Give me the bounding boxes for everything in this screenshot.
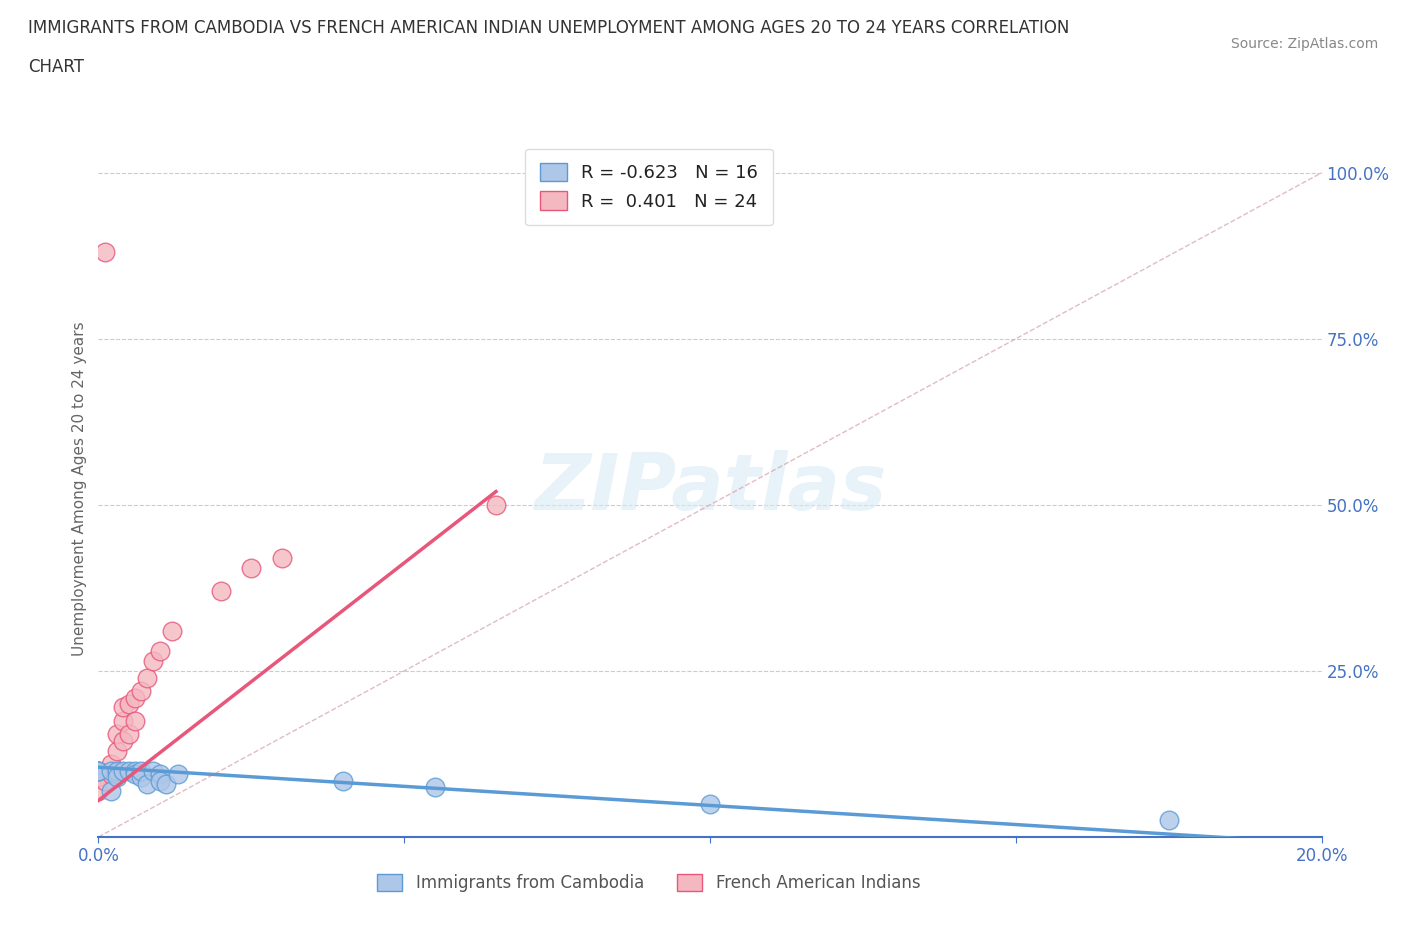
Point <box>118 697 141 711</box>
Point <box>209 584 232 599</box>
Point <box>142 764 165 778</box>
Text: Source: ZipAtlas.com: Source: ZipAtlas.com <box>1230 37 1378 51</box>
Point <box>332 773 354 788</box>
Point <box>136 777 159 791</box>
Point <box>124 690 146 705</box>
Point <box>87 764 110 778</box>
Text: IMMIGRANTS FROM CAMBODIA VS FRENCH AMERICAN INDIAN UNEMPLOYMENT AMONG AGES 20 TO: IMMIGRANTS FROM CAMBODIA VS FRENCH AMERI… <box>28 19 1070 36</box>
Point <box>93 245 115 259</box>
Legend: Immigrants from Cambodia, French American Indians: Immigrants from Cambodia, French America… <box>371 867 927 898</box>
Point <box>105 743 128 758</box>
Point <box>87 770 110 785</box>
Point <box>100 783 122 798</box>
Point <box>160 624 183 639</box>
Point <box>124 713 146 728</box>
Point <box>167 766 190 781</box>
Point <box>100 766 122 781</box>
Point <box>485 498 508 512</box>
Point <box>111 700 134 715</box>
Point <box>118 726 141 741</box>
Point <box>270 551 292 565</box>
Point <box>136 671 159 685</box>
Point <box>129 764 152 778</box>
Text: ZIPatlas: ZIPatlas <box>534 450 886 526</box>
Point <box>87 764 110 778</box>
Point <box>149 644 172 658</box>
Point <box>129 770 152 785</box>
Point <box>87 783 110 798</box>
Point <box>155 777 177 791</box>
Point <box>111 713 134 728</box>
Point <box>105 726 128 741</box>
Y-axis label: Unemployment Among Ages 20 to 24 years: Unemployment Among Ages 20 to 24 years <box>72 321 87 656</box>
Point <box>124 764 146 778</box>
Point <box>105 770 128 785</box>
Text: CHART: CHART <box>28 58 84 75</box>
Point <box>240 561 263 576</box>
Point <box>93 773 115 788</box>
Point <box>87 764 110 778</box>
Point <box>100 756 122 771</box>
Point <box>1157 813 1180 828</box>
Point <box>124 766 146 781</box>
Point <box>142 654 165 669</box>
Point <box>149 766 172 781</box>
Point <box>87 764 110 778</box>
Point <box>105 764 128 778</box>
Point <box>149 773 172 788</box>
Point <box>100 764 122 778</box>
Point <box>111 764 134 778</box>
Point <box>423 779 446 794</box>
Point <box>699 796 721 811</box>
Point <box>111 733 134 748</box>
Point <box>118 764 141 778</box>
Point <box>129 684 152 698</box>
